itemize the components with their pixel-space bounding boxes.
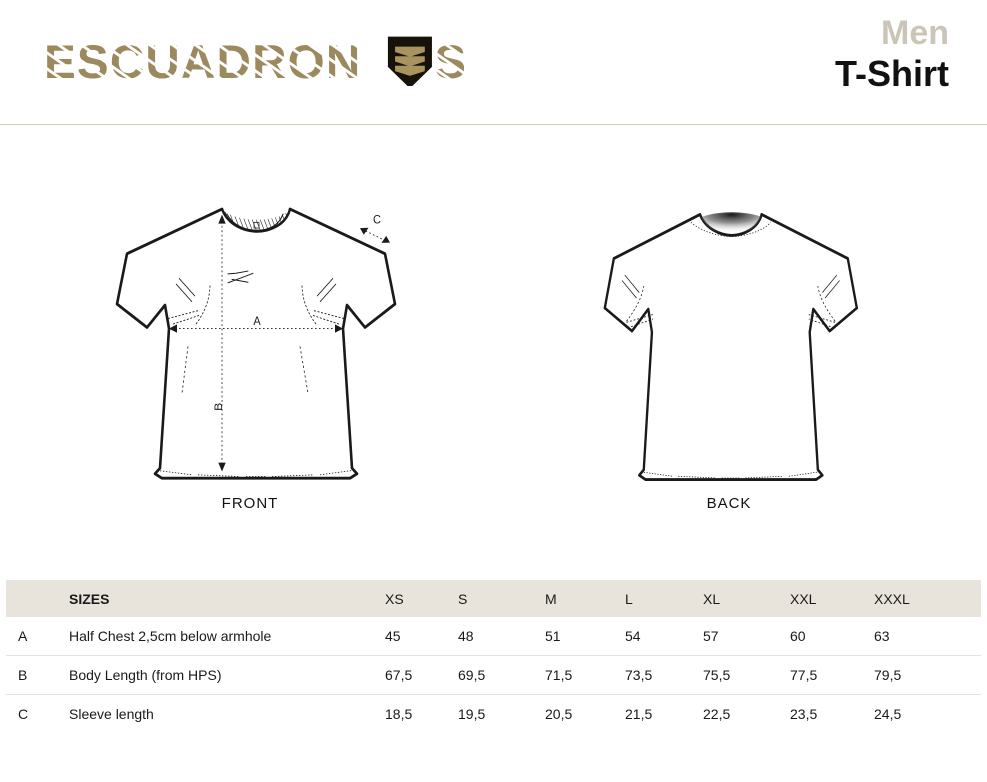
svg-text:B: B (213, 402, 225, 410)
svg-text:A: A (253, 315, 261, 329)
svg-text:ESCUADRON: ESCUADRON (44, 36, 361, 86)
svg-text:S: S (434, 36, 464, 86)
svg-text:C: C (373, 213, 381, 227)
